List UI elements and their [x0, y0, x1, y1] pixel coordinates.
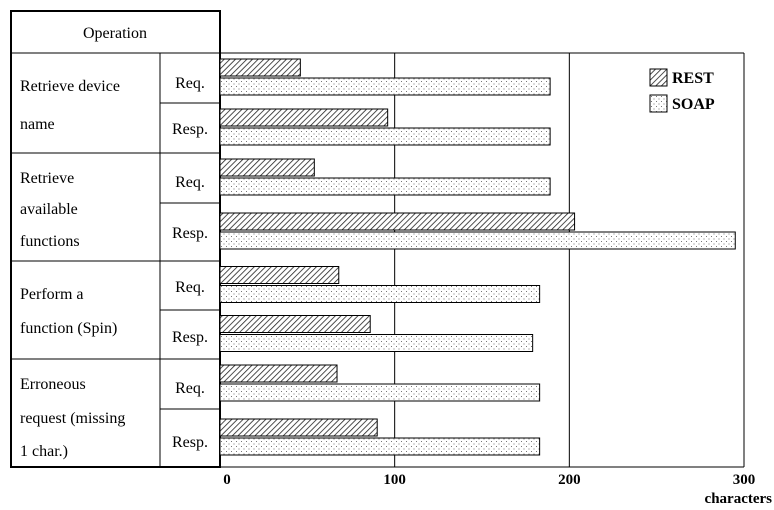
row-type-label: Resp. [172, 329, 208, 346]
operation-label-line: Retrieve [20, 170, 74, 187]
bar-rest [219, 418, 378, 437]
x-tick-label: 100 [383, 472, 406, 488]
row-type-label: Resp. [172, 225, 208, 242]
vertical-gridlines [394, 53, 570, 467]
bar-rest [219, 364, 338, 383]
bar-soap [219, 383, 541, 402]
bar-soap [219, 285, 541, 303]
legend: REST SOAP [649, 68, 715, 113]
operation-label-line: Retrieve device [20, 78, 120, 95]
legend-swatch-soap [649, 94, 668, 113]
bar-soap [219, 127, 551, 146]
x-axis-tick-labels: 0 100 200 300 [223, 472, 755, 488]
x-tick-label: 200 [558, 472, 581, 488]
operation-table: Operation Retrieve device name Retrieve … [10, 10, 221, 468]
row-type-label: Req. [175, 75, 205, 92]
bar-soap [219, 231, 736, 250]
operation-label-line: Perform a [20, 286, 84, 303]
operation-label-line: Erroneous [20, 376, 86, 393]
bar-rest [219, 108, 389, 127]
legend-swatch-rest [649, 68, 668, 87]
bar-rest [219, 315, 371, 333]
bar-rest [219, 212, 576, 231]
bar-rest [219, 158, 315, 177]
operation-label-line: 1 char.) [20, 443, 68, 460]
bar-soap [219, 334, 534, 352]
legend-label-soap: SOAP [672, 96, 715, 113]
table-header: Operation [83, 25, 147, 42]
x-tick-label: 0 [223, 472, 231, 488]
x-tick-label: 300 [733, 472, 756, 488]
operation-label-line: available [20, 201, 78, 218]
operation-label-line: function (Spin) [20, 320, 117, 337]
operation-label-line: functions [20, 233, 80, 250]
bar-soap [219, 177, 551, 196]
plot-area [220, 52, 745, 468]
x-axis-label: characters [705, 491, 773, 507]
operation-label-line: name [20, 116, 55, 133]
bar-soap [219, 437, 541, 456]
row-type-label: Req. [175, 279, 205, 296]
bar-rest [219, 58, 301, 77]
legend-label-rest: REST [672, 70, 714, 87]
operation-label-line: request (missing [20, 410, 125, 427]
row-type-label: Resp. [172, 121, 208, 138]
bar-soap [219, 77, 551, 96]
row-type-label: Req. [175, 174, 205, 191]
row-type-label: Req. [175, 380, 205, 397]
row-type-label: Resp. [172, 434, 208, 451]
bar-series [219, 58, 736, 456]
bar-rest [219, 266, 340, 284]
